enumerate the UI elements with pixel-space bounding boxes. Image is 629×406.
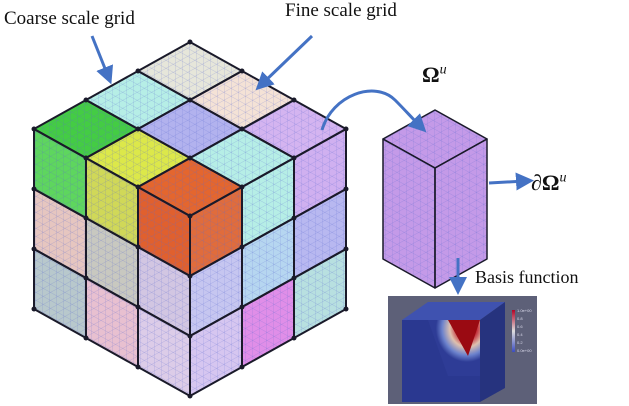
grid-node xyxy=(187,273,193,279)
colorbar-tick: 0.2 xyxy=(517,340,523,345)
grid-node xyxy=(239,68,245,74)
grid-node xyxy=(291,335,297,341)
colorbar-tick: 0.0e+00 xyxy=(517,348,532,353)
grid-node xyxy=(135,126,141,132)
grid-node xyxy=(187,213,193,219)
arrows xyxy=(90,34,534,295)
basis-function-render: 1.0e+00 0.8 0.6 0.4 0.2 0.0e+00 xyxy=(388,296,537,404)
grid-node xyxy=(239,244,245,250)
grid-node xyxy=(291,155,297,161)
omega-symbol: Ω xyxy=(422,62,440,87)
grid-node xyxy=(187,333,193,339)
grid-node xyxy=(83,275,89,281)
arrow-to-subdomain xyxy=(320,89,427,133)
grid-node xyxy=(135,68,141,74)
grid-node xyxy=(135,184,141,190)
colorbar-tick: 0.8 xyxy=(517,316,523,321)
grid-node xyxy=(239,126,245,132)
grid-node xyxy=(343,246,349,252)
fine-grid-mesh xyxy=(383,139,435,288)
grid-node xyxy=(187,393,193,399)
grid-node xyxy=(291,275,297,281)
basis-function-label: Basis function xyxy=(475,267,579,287)
basis-cube xyxy=(402,302,515,402)
grid-node xyxy=(291,215,297,221)
boundary-label: ∂Ωu xyxy=(531,170,567,196)
grid-node xyxy=(343,126,349,132)
grid-node xyxy=(31,306,37,312)
grid-node xyxy=(291,97,297,103)
omega-superscript: u xyxy=(439,62,447,78)
colorbar-tick: 0.4 xyxy=(517,332,523,337)
grid-node xyxy=(239,184,245,190)
boundary-superscript: u xyxy=(559,170,567,186)
colorbar-tick: 1.0e+00 xyxy=(517,308,532,313)
grid-node xyxy=(83,335,89,341)
arrow-boundary xyxy=(488,172,534,191)
fine-grid-label: Fine scale grid xyxy=(285,0,397,21)
grid-node xyxy=(239,364,245,370)
grid-node xyxy=(187,97,193,103)
grid-node xyxy=(83,97,89,103)
grid-node xyxy=(343,306,349,312)
grid-node xyxy=(135,304,141,310)
grid-node xyxy=(135,364,141,370)
grid-node xyxy=(31,186,37,192)
coarse-grid-cube xyxy=(31,39,349,399)
subdomain-label: Ωu xyxy=(422,62,447,88)
grid-node xyxy=(83,155,89,161)
grid-node xyxy=(343,186,349,192)
coarse-grid-label: Coarse scale grid xyxy=(4,8,135,29)
boundary-symbol: ∂Ω xyxy=(531,170,560,195)
coarse-cell-edge xyxy=(434,138,488,289)
grid-node xyxy=(239,304,245,310)
arrow-coarse xyxy=(90,35,114,85)
grid-node xyxy=(31,126,37,132)
grid-node xyxy=(83,215,89,221)
grid-node xyxy=(187,155,193,161)
grid-node xyxy=(187,39,193,45)
arrow-fine xyxy=(255,34,314,91)
grid-node xyxy=(31,246,37,252)
subdomain-cube xyxy=(382,109,488,289)
grid-node xyxy=(135,244,141,250)
colorbar-tick: 0.6 xyxy=(517,324,523,329)
fine-grid-mesh xyxy=(435,139,487,288)
